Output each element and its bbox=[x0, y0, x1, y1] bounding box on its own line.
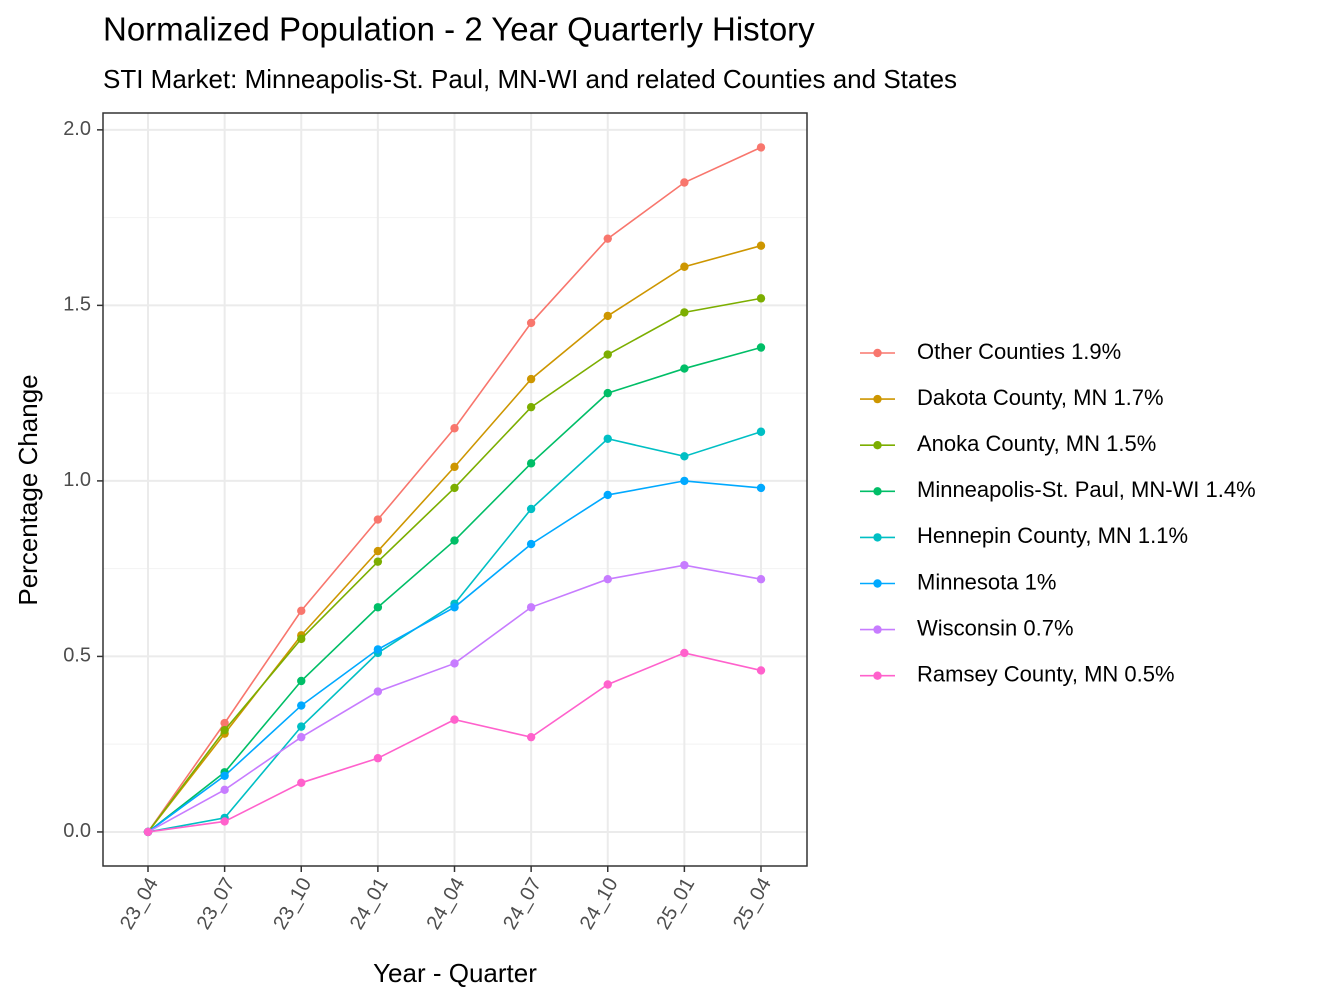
data-point bbox=[680, 308, 689, 317]
legend-label: Dakota County, MN 1.7% bbox=[917, 385, 1164, 410]
legend-label: Minneapolis-St. Paul, MN-WI 1.4% bbox=[917, 477, 1256, 502]
data-point bbox=[373, 515, 383, 524]
data-point bbox=[297, 701, 306, 710]
data-point bbox=[220, 785, 229, 795]
data-point bbox=[680, 262, 689, 271]
x-tick-label: 24_04 bbox=[423, 874, 470, 933]
chart-title: Normalized Population - 2 Year Quarterly… bbox=[103, 11, 815, 48]
legend-label: Other Counties 1.9% bbox=[917, 339, 1121, 364]
x-axis-title: Year - Quarter bbox=[373, 958, 537, 988]
x-tick-label: 25_04 bbox=[729, 874, 776, 933]
data-point bbox=[450, 462, 459, 472]
y-tick-label: 1.5 bbox=[63, 294, 91, 316]
data-point bbox=[526, 732, 536, 742]
legend-marker bbox=[873, 625, 882, 634]
data-point bbox=[603, 490, 612, 500]
legend-marker bbox=[873, 394, 882, 404]
data-point bbox=[526, 318, 536, 328]
data-point bbox=[297, 606, 306, 615]
data-point bbox=[220, 725, 229, 735]
data-point bbox=[756, 143, 766, 152]
data-point bbox=[526, 504, 536, 514]
data-point bbox=[450, 424, 459, 433]
data-point bbox=[450, 715, 459, 724]
legend-label: Minnesota 1% bbox=[917, 569, 1056, 594]
x-tick-label: 23_10 bbox=[269, 874, 316, 933]
data-point bbox=[526, 374, 536, 384]
y-tick-label: 0.0 bbox=[63, 820, 91, 842]
data-point bbox=[680, 452, 689, 461]
data-point bbox=[603, 680, 612, 689]
legend-label: Hennepin County, MN 1.1% bbox=[917, 523, 1188, 548]
data-point bbox=[680, 648, 689, 658]
x-tick-label: 25_01 bbox=[652, 874, 699, 933]
data-point bbox=[297, 634, 306, 644]
legend-marker bbox=[873, 579, 882, 588]
data-point bbox=[680, 476, 689, 486]
data-point bbox=[373, 645, 383, 654]
legend-marker bbox=[873, 348, 882, 358]
x-tick-label: 23_07 bbox=[193, 874, 240, 933]
legend-marker bbox=[873, 671, 882, 680]
data-point bbox=[756, 427, 766, 436]
data-point bbox=[603, 434, 612, 443]
legend-label: Wisconsin 0.7% bbox=[917, 615, 1074, 640]
data-point bbox=[373, 546, 383, 556]
data-point bbox=[220, 817, 229, 826]
y-tick-label: 0.5 bbox=[63, 645, 91, 667]
x-tick-label: 24_10 bbox=[576, 874, 623, 933]
legend-marker bbox=[873, 441, 882, 450]
data-point bbox=[220, 718, 229, 728]
data-point bbox=[450, 659, 459, 668]
data-point bbox=[756, 343, 766, 352]
data-point bbox=[526, 459, 536, 468]
legend-marker bbox=[873, 533, 882, 542]
data-point bbox=[756, 574, 766, 584]
data-point bbox=[297, 778, 306, 788]
data-point bbox=[297, 722, 306, 731]
data-point bbox=[220, 771, 229, 780]
data-point bbox=[756, 241, 766, 250]
data-point bbox=[603, 350, 612, 359]
y-tick-label: 1.0 bbox=[63, 469, 91, 491]
data-point bbox=[373, 603, 383, 612]
data-point bbox=[603, 574, 612, 584]
data-point bbox=[373, 754, 383, 763]
y-axis-title: Percentage Change bbox=[13, 374, 43, 605]
data-point bbox=[297, 732, 306, 742]
y-tick-label: 2.0 bbox=[63, 118, 91, 140]
data-point bbox=[680, 178, 689, 187]
data-point bbox=[450, 483, 459, 493]
x-tick-label: 24_01 bbox=[346, 874, 393, 933]
data-point bbox=[526, 539, 536, 549]
chart-subtitle: STI Market: Minneapolis-St. Paul, MN-WI … bbox=[103, 64, 957, 94]
data-point bbox=[756, 294, 766, 303]
legend-label: Ramsey County, MN 0.5% bbox=[917, 662, 1175, 687]
data-point bbox=[603, 388, 612, 398]
data-point bbox=[603, 311, 612, 321]
data-point bbox=[526, 402, 536, 412]
data-point bbox=[756, 483, 766, 493]
data-point bbox=[450, 536, 459, 545]
data-point bbox=[297, 676, 306, 686]
data-point bbox=[680, 364, 689, 373]
data-point bbox=[450, 603, 459, 612]
data-point bbox=[373, 557, 383, 566]
data-point bbox=[756, 666, 766, 675]
legend-marker bbox=[873, 487, 882, 496]
data-point bbox=[680, 560, 689, 570]
legend-label: Anoka County, MN 1.5% bbox=[917, 431, 1156, 456]
data-point bbox=[373, 687, 383, 696]
plot-border bbox=[102, 112, 808, 867]
x-tick-label: 23_04 bbox=[116, 874, 163, 933]
data-point bbox=[526, 603, 536, 612]
data-point bbox=[603, 234, 612, 243]
x-tick-label: 24_07 bbox=[499, 874, 546, 933]
data-point bbox=[143, 827, 153, 837]
